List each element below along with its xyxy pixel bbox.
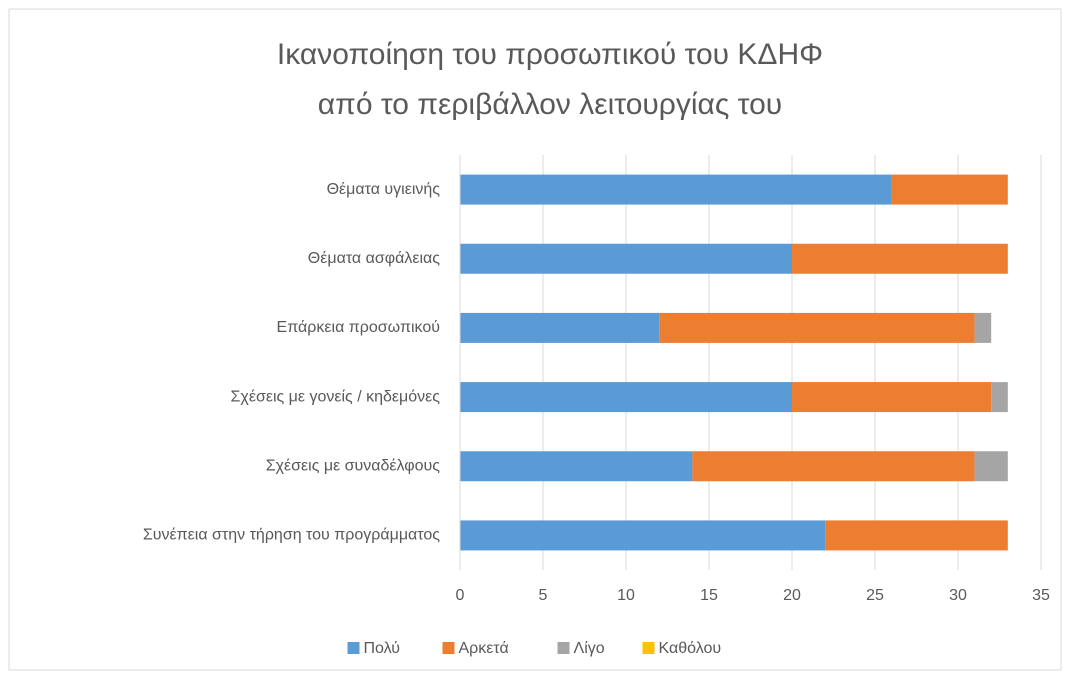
bar-segment	[460, 243, 792, 274]
x-tick-label: 0	[456, 587, 465, 604]
x-tick-label: 30	[949, 587, 967, 604]
bar-segment	[825, 520, 1008, 551]
bar-segment	[659, 312, 975, 343]
legend-label: Λίγο	[574, 640, 605, 657]
legend-swatch	[442, 642, 455, 654]
legend-swatch	[347, 642, 360, 654]
legend-label: Πολύ	[364, 640, 401, 657]
x-tick-label: 5	[539, 587, 548, 604]
bar-segment	[792, 243, 1008, 274]
bar-segment	[460, 174, 892, 205]
bar-segment	[460, 451, 693, 482]
x-tick-label: 10	[617, 587, 635, 604]
x-tick-label: 20	[783, 587, 801, 604]
legend-swatch	[642, 642, 655, 654]
bar-segment	[460, 312, 660, 343]
y-tick-label: Επάρκεια προσωπικού	[277, 319, 440, 336]
bar-segment	[692, 451, 975, 482]
y-tick-label: Θέματα ασφάλειας	[308, 250, 441, 267]
bar-segment	[974, 451, 1008, 482]
chart-title: Ικανοποίηση του προσωπικού του ΚΔΗΦ	[277, 38, 823, 71]
bar-segment	[792, 382, 992, 413]
bar-segment	[991, 382, 1008, 413]
legend-label: Καθόλου	[659, 640, 722, 657]
bar-segment	[460, 382, 792, 413]
y-tick-label: Θέματα υγιεινής	[327, 181, 441, 198]
x-tick-label: 25	[866, 587, 884, 604]
chart-title: από το περιβάλλον λειτουργίας του	[318, 88, 782, 121]
y-tick-label: Σχέσεις με συναδέλφους	[266, 457, 441, 474]
legend-swatch	[557, 642, 570, 654]
x-tick-label: 15	[700, 587, 718, 604]
bar-segment	[460, 520, 826, 551]
bar-segment	[891, 174, 1008, 205]
y-tick-label: Σχέσεις με γονείς / κηδεμόνες	[231, 388, 441, 405]
bar-segment	[974, 312, 992, 343]
x-tick-label: 35	[1032, 587, 1050, 604]
legend-label: Αρκετά	[459, 640, 509, 657]
y-tick-label: Συνέπεια στην τήρηση του προγράμματος	[143, 527, 440, 544]
